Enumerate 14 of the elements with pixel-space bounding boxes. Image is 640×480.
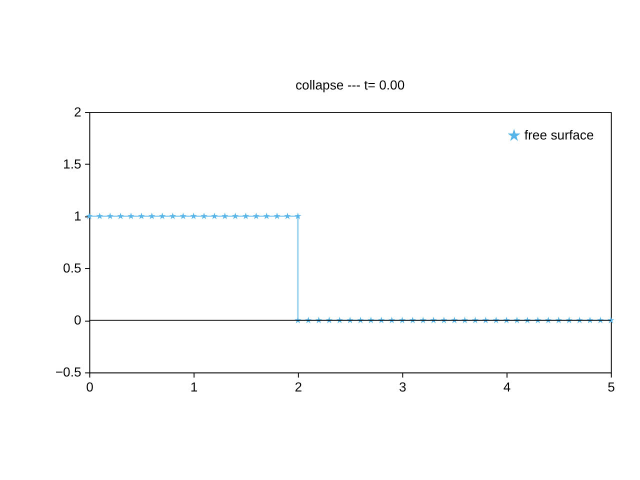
x-tick-label: 0 bbox=[86, 380, 94, 395]
x-tick-label: 3 bbox=[399, 380, 406, 395]
y-tick-label: 1.5 bbox=[63, 156, 82, 172]
x-tick-label: 1 bbox=[190, 380, 198, 395]
y-tick-label: 0.5 bbox=[63, 260, 82, 276]
y-tick-label: 2 bbox=[74, 104, 82, 120]
y-tick-label: 0 bbox=[74, 312, 82, 328]
legend-label: free surface bbox=[524, 127, 594, 142]
y-tick-label: 1 bbox=[74, 208, 82, 224]
x-tick-label: 5 bbox=[608, 380, 615, 395]
x-tick-label: 4 bbox=[503, 380, 511, 395]
chart-title: collapse --- t= 0.00 bbox=[295, 78, 405, 93]
x-tick-label: 2 bbox=[294, 380, 302, 395]
y-tick-label: −0.5 bbox=[55, 364, 82, 380]
